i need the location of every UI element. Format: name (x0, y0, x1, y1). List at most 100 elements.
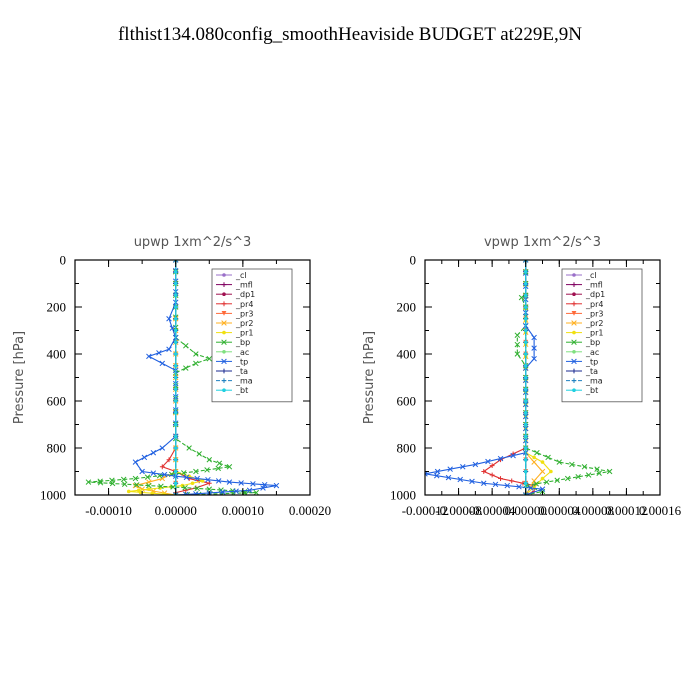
point-tp (250, 481, 256, 487)
legend-label-pr4: _pr4 (585, 300, 603, 309)
legend-label-ac: _ac (585, 348, 599, 357)
point-tp (238, 480, 244, 486)
legend-marker-dp1 (572, 292, 576, 297)
point-tp (193, 491, 199, 495)
point-bt (173, 363, 178, 368)
series-group (85, 260, 280, 495)
point-bt (173, 340, 178, 345)
legend-marker-pr2 (221, 320, 227, 326)
x-tick-label: -0.00008 (435, 503, 482, 518)
legend-marker-pr3 (571, 311, 577, 316)
point-pr1 (126, 489, 131, 494)
legend-marker-cl (222, 273, 226, 277)
point-bt (173, 387, 178, 392)
legend-label-cl: _cl (585, 271, 597, 280)
legend-marker-pr1 (572, 330, 576, 335)
chart-title: upwp 1xm^2/s^3 (134, 235, 252, 250)
chart-panel-upwp: upwp 1xm^2/s^3 Pressure [hPa] 0 200 400 600 80… (12, 235, 331, 518)
point-tp (492, 481, 499, 488)
point-tp (150, 449, 157, 456)
point-tp (447, 466, 453, 472)
point-pr4 (166, 457, 172, 463)
point-tp (469, 478, 475, 485)
point-bt (523, 340, 528, 345)
point-tp (485, 458, 491, 465)
legend-marker-pr2 (571, 320, 577, 326)
point-bt (173, 281, 178, 286)
x-tick-label: -0.00004 (469, 503, 516, 518)
point-bt (523, 481, 528, 486)
legend-box (561, 268, 643, 403)
point-bt (173, 399, 178, 403)
point-bt (173, 481, 178, 486)
point-tp (497, 455, 504, 462)
point-bp (193, 351, 199, 357)
point-bp (193, 360, 199, 367)
point-pr1 (200, 479, 205, 483)
point-bp (204, 467, 210, 473)
series-group (425, 260, 613, 495)
point-bp (132, 475, 139, 482)
point-tp (166, 315, 172, 322)
point-bp (533, 481, 539, 487)
point-tp (215, 478, 222, 484)
point-tp (539, 486, 546, 492)
point-pr4 (489, 472, 495, 478)
legend-marker-tp (221, 358, 227, 365)
point-tp (172, 260, 179, 263)
point-bp (120, 476, 127, 483)
point-bp (585, 472, 592, 478)
point-pr1 (162, 492, 166, 495)
point-tp (531, 355, 537, 362)
point-bp (554, 477, 560, 484)
legend-marker-ma (571, 378, 577, 383)
point-bp (575, 474, 581, 480)
point-pr4 (509, 478, 515, 484)
legend-label-bt: _bt (235, 386, 248, 395)
point-bt (173, 375, 178, 380)
legend-label-bp: _bp (585, 338, 600, 347)
y-axis-label: Pressure [hPa] (12, 331, 27, 424)
point-bp (186, 445, 192, 451)
legend-label-cl: _cl (235, 271, 247, 280)
point-tp (531, 334, 537, 341)
point-bp (196, 451, 202, 457)
point-bp (596, 470, 602, 477)
x-tick-label: 0.00004 (538, 503, 581, 518)
y-tick-label: 600 (47, 394, 67, 409)
point-bt (523, 269, 528, 274)
legend-label-tp: _tp (235, 357, 248, 366)
legend-label-mfl: _mfl (585, 281, 603, 290)
point-tp (480, 480, 487, 487)
legend-marker-dp1 (222, 292, 226, 297)
y-tick-label: 200 (47, 300, 67, 315)
point-pr2 (531, 459, 537, 465)
point-tp (522, 492, 529, 495)
point-bp (183, 365, 189, 371)
point-bp (514, 351, 521, 357)
legend-marker-bp (571, 339, 577, 345)
point-tp (504, 482, 511, 489)
point-bp (134, 482, 140, 488)
legend-label-pr3: _pr3 (235, 309, 253, 318)
legend-label-ta: _ta (585, 367, 598, 376)
point-bt (523, 328, 528, 333)
point-tp (233, 488, 239, 494)
legend-label-pr2: _pr2 (235, 319, 253, 328)
point-pr1 (532, 455, 536, 460)
series-line-tp (134, 260, 277, 495)
point-bp (194, 485, 200, 492)
point-bp (170, 484, 176, 490)
y-tick-label: 400 (397, 347, 417, 362)
legend-label-dp1: _dp1 (235, 290, 255, 299)
point-pr4 (159, 464, 165, 470)
point-bt (173, 316, 178, 321)
point-bp (193, 468, 199, 475)
y-tick-label: 400 (47, 347, 67, 362)
point-tp (457, 476, 464, 483)
legend-label-ac: _ac (235, 348, 249, 357)
point-bp (144, 474, 151, 480)
point-pr1 (150, 491, 155, 495)
point-pr1 (158, 486, 162, 490)
point-bt (173, 469, 178, 474)
